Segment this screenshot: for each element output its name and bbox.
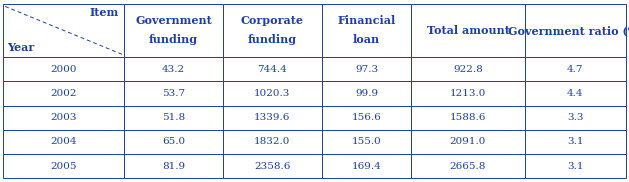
Text: 4.4: 4.4	[567, 89, 584, 98]
Bar	[525, 130, 626, 154]
Bar	[411, 130, 525, 154]
Text: 1213.0: 1213.0	[450, 89, 486, 98]
Bar	[322, 81, 411, 106]
Text: 1339.6: 1339.6	[254, 113, 291, 122]
Text: 2005: 2005	[50, 162, 77, 171]
Text: 2002: 2002	[50, 89, 77, 98]
Bar	[124, 106, 223, 130]
Bar	[411, 106, 525, 130]
Text: 1588.6: 1588.6	[450, 113, 486, 122]
Bar	[223, 4, 322, 57]
Bar	[124, 4, 223, 57]
Text: 922.8: 922.8	[453, 65, 483, 74]
Text: 744.4: 744.4	[257, 65, 287, 74]
Text: 2665.8: 2665.8	[450, 162, 486, 171]
Bar	[124, 154, 223, 178]
Text: 2004: 2004	[50, 137, 77, 147]
Bar	[411, 154, 525, 178]
Text: 2091.0: 2091.0	[450, 137, 486, 147]
Text: 2003: 2003	[50, 113, 77, 122]
Bar	[124, 81, 223, 106]
Text: 4.7: 4.7	[567, 65, 584, 74]
Bar	[3, 4, 124, 57]
Bar	[525, 154, 626, 178]
Bar	[3, 106, 124, 130]
Text: funding: funding	[149, 34, 198, 46]
Bar	[223, 154, 322, 178]
Bar	[525, 57, 626, 81]
Bar	[3, 57, 124, 81]
Text: 99.9: 99.9	[355, 89, 378, 98]
Bar	[411, 81, 525, 106]
Text: Item: Item	[90, 7, 119, 18]
Text: Year: Year	[7, 42, 34, 53]
Bar	[411, 57, 525, 81]
Text: 169.4: 169.4	[352, 162, 381, 171]
Bar	[124, 130, 223, 154]
Text: 51.8: 51.8	[162, 113, 185, 122]
Text: Government ratio (%): Government ratio (%)	[508, 25, 629, 36]
Text: 1832.0: 1832.0	[254, 137, 291, 147]
Bar	[322, 130, 411, 154]
Bar	[322, 154, 411, 178]
Bar	[3, 130, 124, 154]
Bar	[223, 106, 322, 130]
Text: 3.1: 3.1	[567, 162, 584, 171]
Bar	[223, 81, 322, 106]
Bar	[223, 130, 322, 154]
Bar	[223, 57, 322, 81]
Text: 65.0: 65.0	[162, 137, 185, 147]
Bar	[525, 81, 626, 106]
Text: 1020.3: 1020.3	[254, 89, 291, 98]
Text: 3.3: 3.3	[567, 113, 584, 122]
Bar	[3, 154, 124, 178]
Text: 81.9: 81.9	[162, 162, 185, 171]
Text: 97.3: 97.3	[355, 65, 378, 74]
Bar	[411, 4, 525, 57]
Bar	[322, 4, 411, 57]
Text: 156.6: 156.6	[352, 113, 381, 122]
Bar	[525, 4, 626, 57]
Bar	[3, 81, 124, 106]
Text: loan: loan	[353, 34, 380, 46]
Text: funding: funding	[248, 34, 297, 46]
Text: 53.7: 53.7	[162, 89, 185, 98]
Text: 2000: 2000	[50, 65, 77, 74]
Text: Corporate: Corporate	[241, 15, 304, 26]
Text: 43.2: 43.2	[162, 65, 185, 74]
Text: Financial: Financial	[337, 15, 396, 26]
Bar	[322, 57, 411, 81]
Text: Government: Government	[135, 15, 212, 26]
Text: 155.0: 155.0	[352, 137, 381, 147]
Bar	[322, 106, 411, 130]
Bar	[124, 57, 223, 81]
Text: 3.1: 3.1	[567, 137, 584, 147]
Text: 2358.6: 2358.6	[254, 162, 291, 171]
Text: Total amount: Total amount	[426, 25, 509, 36]
Bar	[525, 106, 626, 130]
